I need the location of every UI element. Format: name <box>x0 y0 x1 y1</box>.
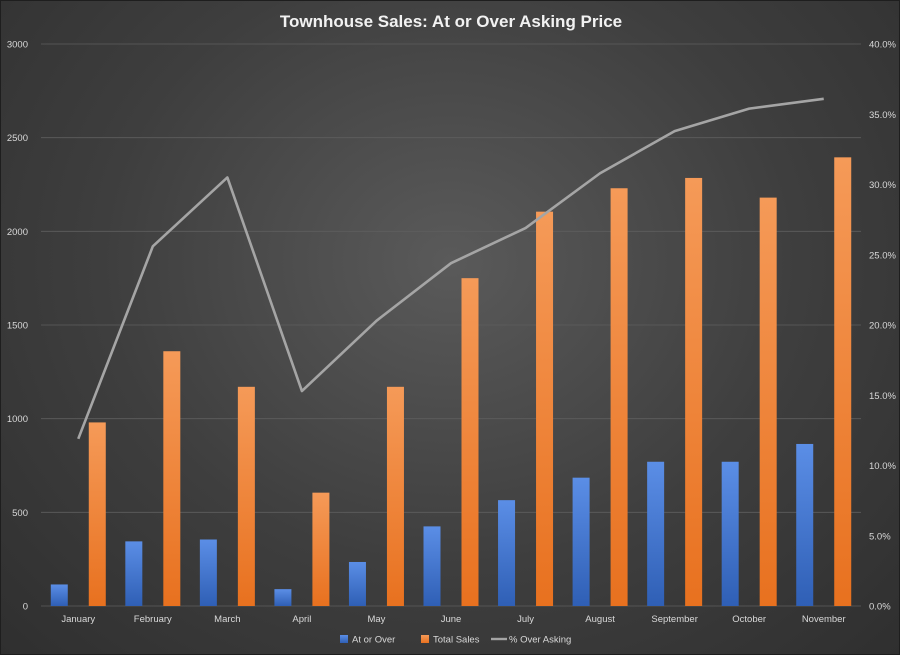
bar-at-or-over <box>647 461 665 606</box>
x-tick-label: October <box>732 614 766 625</box>
bar-series <box>50 157 852 606</box>
x-tick-label: February <box>134 614 172 625</box>
bar-total-sales <box>312 492 330 606</box>
legend-item: % Over Asking <box>491 635 571 646</box>
legend-swatch <box>421 635 429 643</box>
bar-at-or-over <box>796 443 814 606</box>
bar-total-sales <box>685 177 703 606</box>
right-tick-label: 0.0% <box>869 602 891 613</box>
legend-label: Total Sales <box>433 635 480 646</box>
x-axis-labels: January February March April May June July Augu… <box>61 614 845 625</box>
chart-title: Townhouse Sales: At or Over Asking Price <box>280 12 622 31</box>
right-tick-label: 15.0% <box>869 391 896 402</box>
right-axis-ticks: 0.0% 5.0% 10.0% 15.0% 20.0% 25.0% 30.0% 35.0% 40… <box>869 40 896 613</box>
legend: At or Over Total Sales % Over Asking <box>340 635 571 646</box>
bar-at-or-over <box>125 541 143 606</box>
line-series <box>77 97 824 440</box>
bar-at-or-over <box>199 539 217 606</box>
bar-total-sales <box>88 422 106 606</box>
left-tick-label: 500 <box>12 508 28 519</box>
bar-total-sales <box>163 351 181 606</box>
bar-at-or-over <box>572 477 590 606</box>
x-tick-label: March <box>214 614 240 625</box>
left-tick-label: 2500 <box>7 133 28 144</box>
x-tick-label: September <box>651 614 697 625</box>
x-tick-label: November <box>802 614 846 625</box>
right-tick-label: 20.0% <box>869 321 896 332</box>
left-tick-label: 3000 <box>7 40 28 51</box>
bar-total-sales <box>237 386 255 606</box>
left-tick-label: 1500 <box>7 321 28 332</box>
legend-swatch <box>340 635 348 643</box>
bar-at-or-over <box>50 584 68 606</box>
left-tick-label: 1000 <box>7 414 28 425</box>
bar-at-or-over <box>423 526 441 606</box>
right-tick-label: 10.0% <box>869 461 896 472</box>
bar-total-sales <box>759 197 777 606</box>
x-tick-label: May <box>367 614 385 625</box>
right-tick-label: 25.0% <box>869 250 896 261</box>
legend-item: At or Over <box>340 635 395 646</box>
bar-total-sales <box>536 211 554 606</box>
bar-at-or-over <box>721 461 739 606</box>
bar-at-or-over <box>348 561 366 606</box>
bar-total-sales <box>461 278 479 606</box>
x-tick-label: August <box>585 614 615 625</box>
right-tick-label: 30.0% <box>869 180 896 191</box>
left-tick-label: 0 <box>23 602 28 613</box>
line-pct-over-asking <box>77 97 824 440</box>
legend-label: At or Over <box>352 635 395 646</box>
right-tick-label: 35.0% <box>869 110 896 121</box>
bar-total-sales <box>386 386 404 606</box>
legend-label: % Over Asking <box>509 635 571 646</box>
x-tick-label: April <box>292 614 311 625</box>
bar-at-or-over <box>274 589 292 606</box>
right-tick-label: 40.0% <box>869 40 896 51</box>
x-tick-label: June <box>441 614 462 625</box>
x-tick-label: July <box>517 614 534 625</box>
left-axis-ticks: 0 500 1000 1500 2000 2500 3000 <box>7 40 28 613</box>
bar-total-sales <box>834 157 852 606</box>
x-tick-label: January <box>61 614 95 625</box>
right-tick-label: 5.0% <box>869 531 891 542</box>
bar-at-or-over <box>498 500 516 606</box>
legend-item: Total Sales <box>421 635 480 646</box>
left-tick-label: 2000 <box>7 227 28 238</box>
bar-total-sales <box>610 188 628 606</box>
